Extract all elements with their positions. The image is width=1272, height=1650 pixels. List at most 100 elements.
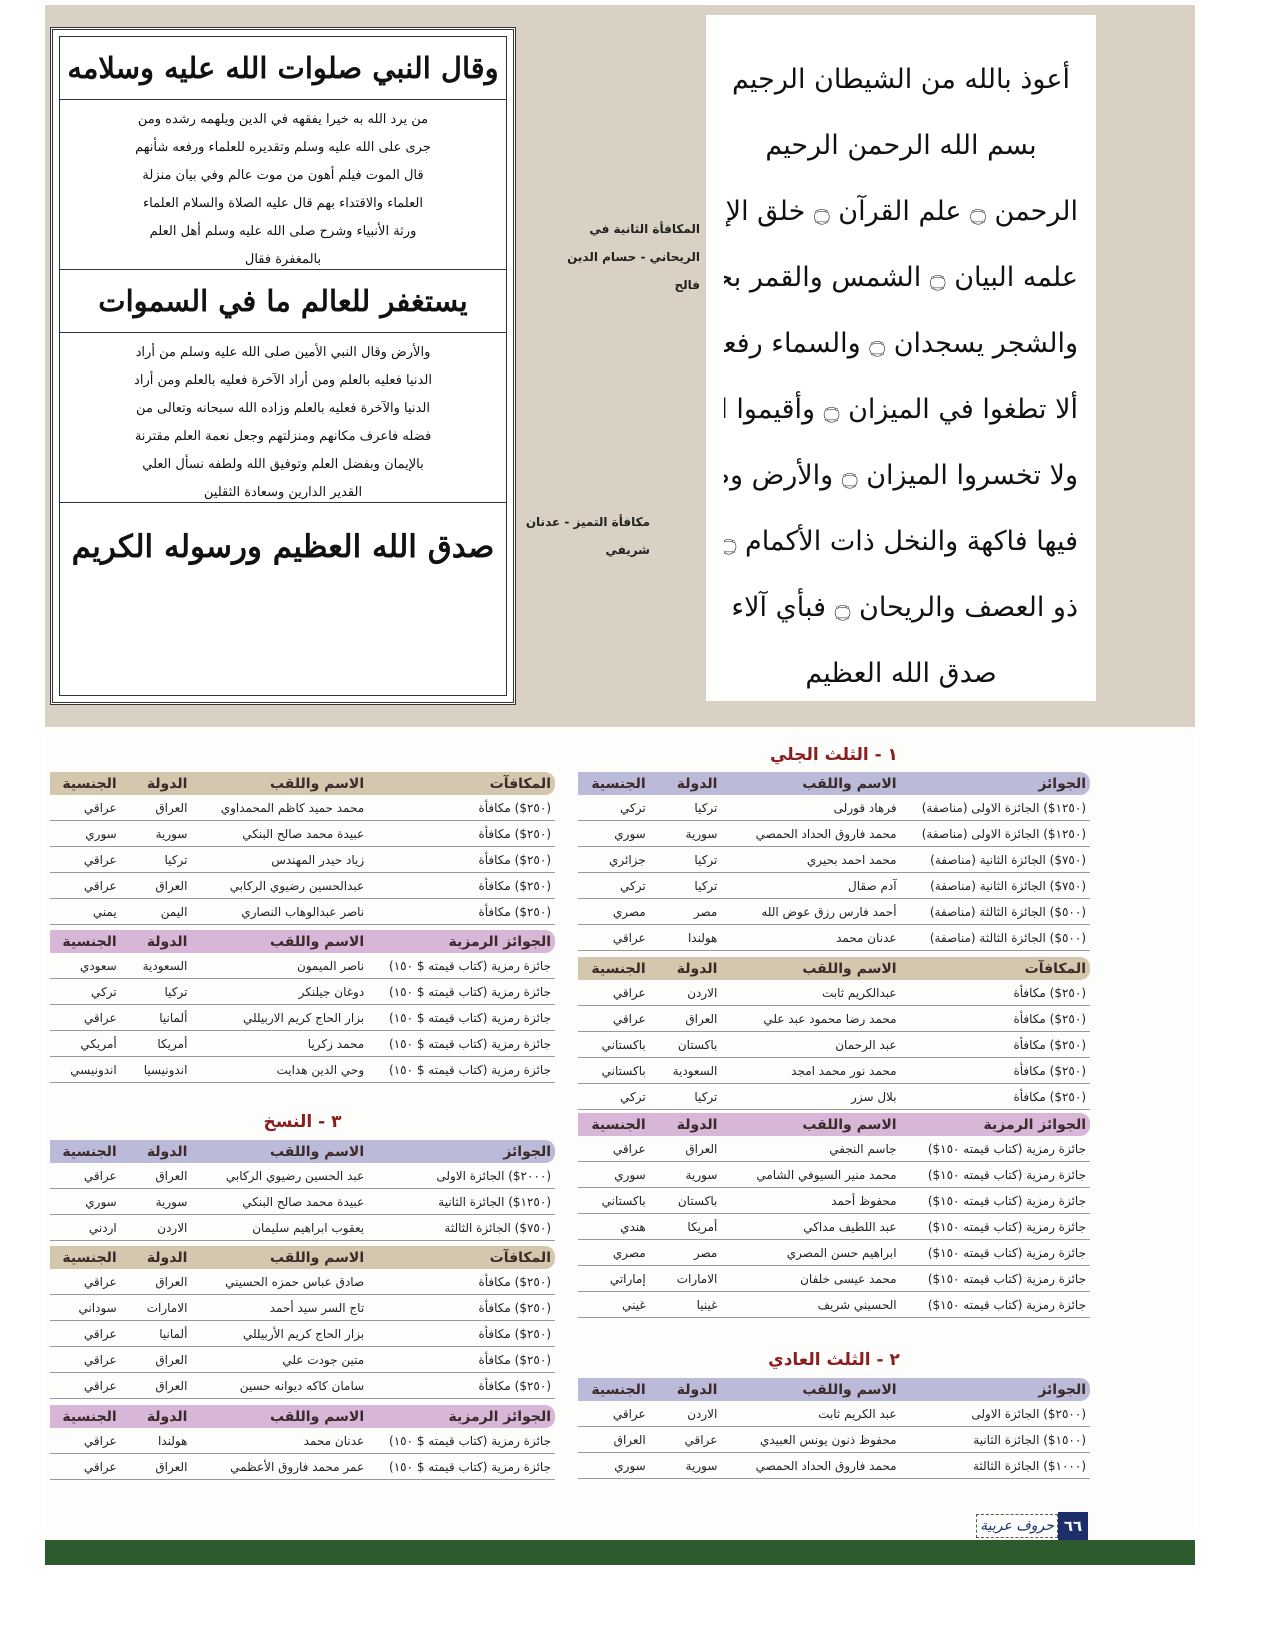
winners-table: المكافآت الاسم واللقب الدولة الجنسية (٢٥٠$) … [578,957,1090,1110]
table-row: (٢٥٠$) مكافأة عبدالكريم ثابت الاردن عراقي [578,980,1090,1006]
column-header: الاسم واللقب [802,1381,897,1398]
country-cell: تركيا [694,878,718,893]
name-cell: عدنان محمد [836,930,897,945]
nationality-cell: عراقي [612,985,646,1000]
winners-table: الجوائز الرمزية الاسم واللقب الدولة الجنسية… [50,930,555,1083]
country-cell: ألمانيا [159,1326,188,1341]
column-header: المكافآت [489,1249,551,1266]
prize-cell: جائزة رمزية (كتاب قيمته ١٥٠$) [927,1167,1086,1182]
country-cell: العراق [155,1378,188,1393]
country-cell: الامارات [676,1271,718,1286]
name-cell: وحي الدين هدايت [276,1062,365,1077]
column-header: الجنسية [62,933,117,950]
prize-cell: (٧٥٠$) الجائزة الثالثة [444,1220,551,1235]
nationality-cell: عراقي [83,1010,117,1025]
prize-cell: جائزة رمزية (كتاب قيمته ١٥٠$) [927,1193,1086,1208]
table-row: (٢٥٠$) مكافأة عبدالحسين رضيوي الركابي العر… [50,873,555,899]
name-cell: محمد فاروق الحداد الحمصي [755,826,897,841]
country-cell: الامارات [146,1300,188,1315]
table-header: المكافآت الاسم واللقب الدولة الجنسية [50,1246,555,1269]
caption-second-prize: المكافأة الثانية في الريحاني - حسام الدي… [520,215,700,299]
table-row: (٢٥٠$) مكافأة زياد حيدر المهندس تركيا عراقي [50,847,555,873]
country-cell: السعودية [672,1063,718,1078]
nationality-cell: سوري [614,1167,646,1182]
nationality-cell: العراق [613,1432,646,1447]
name-cell: عبيدة محمد صالح البنكي [242,826,365,841]
column-header: المكافآت [1024,960,1086,977]
country-cell: العراق [155,878,188,893]
table-row: جائزة رمزية (كتاب قيمته $ ١٥٠) محمد زكريا… [50,1031,555,1057]
country-cell: عراقي [684,1432,718,1447]
nationality-cell: أمريكي [80,1036,117,1051]
prize-cell: جائزة رمزية (كتاب قيمته $ ١٥٠) [389,1010,551,1025]
name-cell: عبدالحسين رضيوي الركابي [229,878,365,893]
prize-cell: جائزة رمزية (كتاب قيمته $ ١٥٠) [389,1036,551,1051]
prize-cell: جائزة رمزية (كتاب قيمته $ ١٥٠) [389,984,551,999]
calligraphy-line: بسم الله الرحمن الرحيم [765,130,1037,161]
country-cell: ألمانيا [159,1010,188,1025]
table-header: المكافآت الاسم واللقب الدولة الجنسية [578,957,1090,980]
name-cell: بلال سزر [851,1089,897,1104]
nationality-cell: سوري [614,1458,646,1473]
calligraphy-paragraph: من يرد الله به خيرا يفقهه في الدين ويلهم… [60,100,506,270]
nationality-cell: تركي [620,800,646,815]
caption-line: فالح [674,278,700,292]
country-cell: باكستان [677,1193,718,1208]
name-cell: بزار الحاج كريم الاربيللي [242,1010,365,1025]
prize-cell: جائزة رمزية (كتاب قيمته $ ١٥٠) [389,1433,551,1448]
name-cell: تاج السر سيد أحمد [269,1300,365,1315]
column-header: الاسم واللقب [802,775,897,792]
nationality-cell: اندونيسي [70,1062,117,1077]
nationality-cell: سعودي [79,958,117,973]
nationality-cell: عراقي [83,1378,117,1393]
prize-cell: (٢٥٠$) مكافأة [478,800,551,815]
prize-cell: جائزة رمزية (كتاب قيمته ١٥٠$) [927,1141,1086,1156]
table-row: جائزة رمزية (كتاب قيمته ١٥٠$) محمد عيسى خ… [578,1266,1090,1292]
table-row: (١٢٥٠$) الجائزة الاولى (مناصفة) محمد فارو… [578,821,1090,847]
section-title-thuluth: ٢ - الثلث العادي [768,1350,900,1370]
name-cell: محمد رضا محمود عبد علي [763,1011,897,1026]
country-cell: تركيا [164,852,188,867]
table-row: جائزة رمزية (كتاب قيمته $ ١٥٠) ناصر الميم… [50,953,555,979]
prize-cell: (١٢٥٠$) الجائزة الثانية [438,1194,551,1209]
table-row: (٢٥٠$) مكافأة ناصر عبدالوهاب النصاري اليمن… [50,899,555,925]
caption-line: المكافأة الثانية في [589,222,700,236]
nationality-cell: عراقي [83,878,117,893]
table-header: الجوائز الرمزية الاسم واللقب الدولة الجنسية [50,930,555,953]
nationality-cell: سوري [85,1194,117,1209]
table-row: (٢٥٠$) مكافأة بزار الحاج كريم الأربيللي أل… [50,1321,555,1347]
name-cell: سامان كاكه ديوانه حسين [239,1378,365,1393]
country-cell: مصر [693,904,718,919]
name-cell: جاسم النجفي [829,1141,897,1156]
calligraphy-line: الرحمن ۝ علم القرآن ۝ خلق الإنسان ۝ [724,196,1078,227]
country-cell: باكستان [677,1037,718,1052]
name-cell: أحمد فارس رزق عوض الله [761,904,897,919]
column-header: الجوائز [1038,1381,1086,1398]
column-header: الجوائز الرمزية [983,1116,1086,1133]
nationality-cell: عراقي [83,1459,117,1474]
nationality-cell: باكستاني [601,1037,646,1052]
nationality-cell: عراقي [612,1406,646,1421]
magazine-logo: حروف عربية [976,1514,1058,1538]
calligraphy-heading: صدق الله العظيم ورسوله الكريم [71,529,495,565]
table-row: جائزة رمزية (كتاب قيمته ١٥٠$) جاسم النجفي… [578,1136,1090,1162]
name-cell: عبد الحسين رضيوي الركابي [225,1168,365,1183]
winners-table: المكافآت الاسم واللقب الدولة الجنسية (٢٥٠$) … [50,772,555,925]
calligraphy-heading: يستغفر للعالم ما في السموات [60,270,506,333]
nationality-cell: تركي [620,878,646,893]
column-header: الجوائز الرمزية [448,933,551,950]
prize-cell: جائزة رمزية (كتاب قيمته $ ١٥٠) [389,1459,551,1474]
nationality-cell: عراقي [612,1141,646,1156]
name-cell: يعقوب ابراهيم سليمان [252,1220,365,1235]
column-header: الدولة [146,1143,188,1160]
nationality-cell: مصري [612,904,646,919]
column-header: الدولة [146,933,188,950]
caption-excellence: مكافأة التميز - عدنان شريفي [520,508,650,564]
prize-cell: جائزة رمزية (كتاب قيمته $ ١٥٠) [389,958,551,973]
country-cell: سورية [155,826,188,841]
prize-cell: (٥٠٠$) الجائزة الثالثة (مناصفة) [929,930,1086,945]
calligraphy-paragraph: والأرض وقال النبي الأمين صلى الله عليه و… [60,333,506,503]
name-cell: دوغان جيلنكر [298,984,365,999]
column-header: الجنسية [62,775,117,792]
country-cell: هولندا [157,1433,188,1448]
